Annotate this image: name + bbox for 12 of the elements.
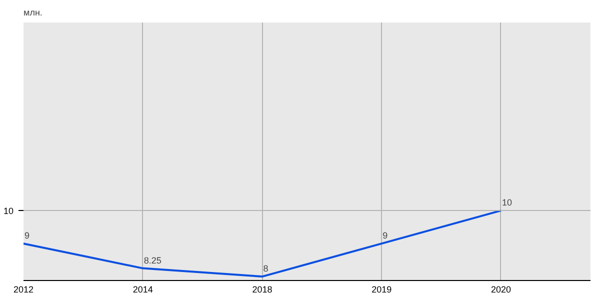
data-label: 9 (24, 230, 30, 241)
x-tick-label: 2020 (490, 284, 511, 294)
data-label: 9 (382, 230, 388, 241)
x-tick-label: 2018 (252, 284, 272, 294)
ref-line-label: 10 (3, 206, 14, 216)
data-label: 8.25 (144, 255, 162, 266)
x-tick-label: 2012 (13, 284, 34, 294)
text: млн. (24, 8, 42, 18)
x-tick-label: 2014 (132, 284, 153, 294)
x-tick-label: 2019 (372, 284, 392, 294)
data-label: 10 (502, 198, 512, 208)
data-label: 8 (263, 264, 268, 274)
